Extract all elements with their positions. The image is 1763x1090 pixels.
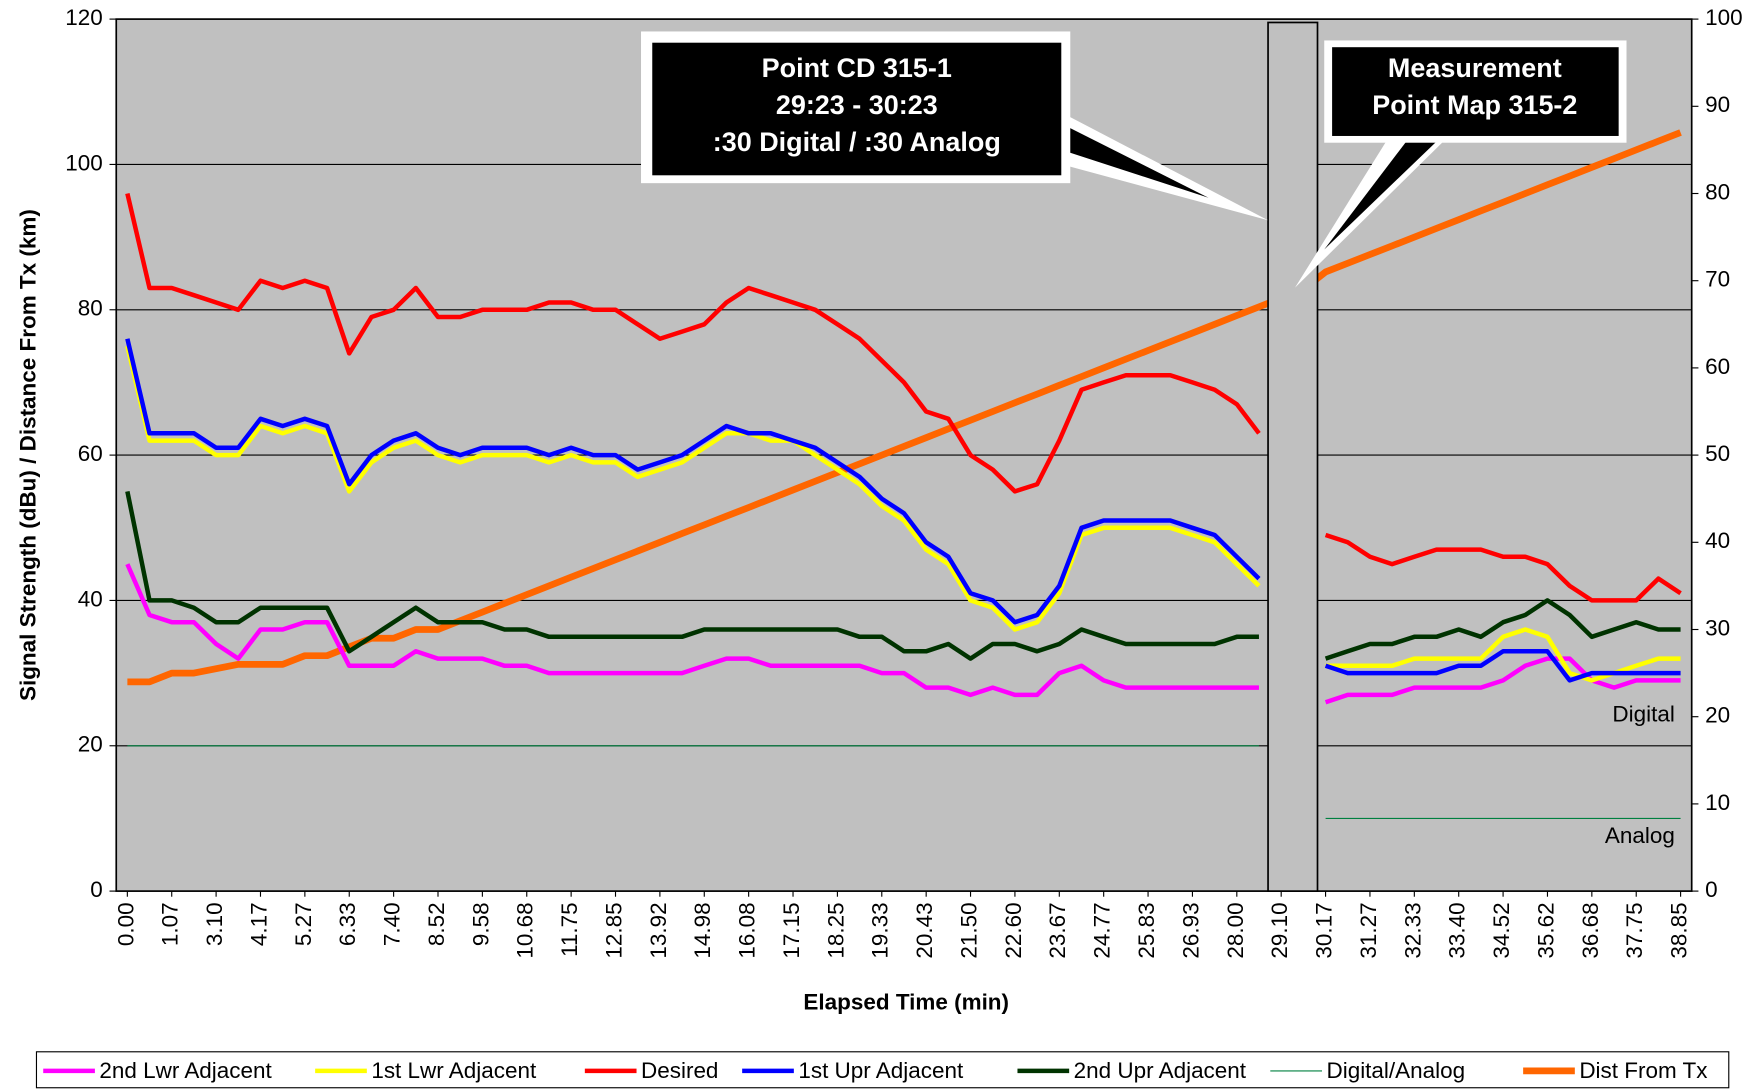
legend-label: Digital/Analog <box>1326 1058 1465 1083</box>
x-tick-label: 29.10 <box>1267 902 1292 958</box>
level-label: Digital <box>1612 702 1674 727</box>
series-line <box>127 745 1681 819</box>
series-line <box>125 490 1681 661</box>
y2-tick-label: 0 <box>1705 877 1718 902</box>
legend-label: 2nd Upr Adjacent <box>1074 1058 1247 1083</box>
y2-tick-label: 20 <box>1705 703 1730 728</box>
legend-label: 2nd Lwr Adjacent <box>99 1058 272 1083</box>
legend-label: 1st Lwr Adjacent <box>371 1058 537 1083</box>
x-tick-label: 28.00 <box>1223 902 1248 958</box>
x-tick-label: 32.33 <box>1400 902 1425 958</box>
callout-text: Point Map 315-2 <box>1372 90 1577 120</box>
y-tick-label: 0 <box>90 877 103 902</box>
callout-box <box>1332 47 1619 136</box>
callout-right: Measurement Point Map 315-2 <box>1295 40 1627 288</box>
x-tick-label: 21.50 <box>956 902 981 958</box>
x-tick-label: 12.85 <box>601 902 626 958</box>
x-tick-label: 33.40 <box>1445 902 1470 958</box>
callout-box <box>652 42 1062 176</box>
grid <box>109 18 1699 897</box>
y2-tick-label: 60 <box>1705 354 1730 379</box>
x-tick-label: 22.60 <box>1001 902 1026 958</box>
x-tick-label: 7.40 <box>380 902 405 946</box>
callout-text: Measurement <box>1388 53 1562 83</box>
x-axis-title: Elapsed Time (min) <box>803 989 1009 1014</box>
legend-label: Dist From Tx <box>1579 1058 1707 1083</box>
y-tick-label: 80 <box>78 296 103 321</box>
y2-tick-label: 100 <box>1705 5 1743 30</box>
x-tick-label: 13.92 <box>646 902 671 958</box>
y2-tick-label: 50 <box>1705 441 1730 466</box>
x-tick-label: 10.68 <box>513 902 538 958</box>
x-tick-label: 23.67 <box>1045 902 1070 958</box>
y2-tick-label: 70 <box>1705 267 1730 292</box>
x-tick-label: 8.52 <box>424 902 449 946</box>
x-tick-label: 0.00 <box>113 902 138 946</box>
y-tick-label: 20 <box>78 732 103 757</box>
x-tick-label: 36.68 <box>1578 902 1603 958</box>
x-tick-label: 6.33 <box>335 902 360 946</box>
x-tick-label: 38.85 <box>1667 902 1692 958</box>
legend-label: 1st Upr Adjacent <box>798 1058 964 1083</box>
series-layer <box>125 129 1682 819</box>
x-tick-label: 14.98 <box>690 902 715 958</box>
x-tick-label: 30.17 <box>1312 902 1337 958</box>
x-tick-label: 31.27 <box>1356 902 1381 958</box>
y-axis-title: Signal Strength (dBu) / Distance From Tx… <box>16 209 41 701</box>
x-tick-label: 37.75 <box>1622 902 1647 958</box>
x-tick-label: 25.83 <box>1134 902 1159 958</box>
x-tick-label: 17.15 <box>779 902 804 958</box>
x-tick-label: 16.08 <box>735 902 760 958</box>
x-tick-label: 3.10 <box>202 902 227 946</box>
measurement-band <box>1267 21 1319 892</box>
legend-label: Desired <box>641 1058 718 1083</box>
x-tick-label: 9.58 <box>468 902 493 946</box>
series-line <box>125 338 1681 683</box>
level-label: Analog <box>1605 823 1675 848</box>
x-tick-label: 20.43 <box>912 902 937 958</box>
y-tick-label: 120 <box>65 5 103 30</box>
x-tick-label: 34.52 <box>1489 902 1514 958</box>
legend-items: 2nd Lwr Adjacent 1st Lwr Adjacent Desired 1… <box>43 1058 1707 1083</box>
callout-text: :30 Digital / :30 Analog <box>713 127 1001 157</box>
x-tick-label: 35.62 <box>1533 902 1558 958</box>
series-line <box>125 345 1681 683</box>
x-tick-label: 26.93 <box>1178 902 1203 958</box>
x-tick-label: 24.77 <box>1090 902 1115 958</box>
x-tick-label: 4.17 <box>246 902 271 946</box>
x-tick-label: 11.75 <box>557 902 582 957</box>
y2-tick-label: 10 <box>1705 790 1730 815</box>
x-tick-label: 18.25 <box>823 902 848 958</box>
callout-text: 29:23 - 30:23 <box>776 90 938 120</box>
x-tick-label: 5.27 <box>291 902 316 946</box>
callout-pointer <box>1295 132 1453 288</box>
y-tick-label: 40 <box>78 586 103 611</box>
callout-left: Point CD 315-1 29:23 - 30:23 :30 Digital… <box>641 31 1269 221</box>
y2-tick-label: 80 <box>1705 179 1730 204</box>
x-tick-label: 19.33 <box>868 902 893 958</box>
y2-tick-label: 40 <box>1705 528 1730 553</box>
series-line <box>125 563 1681 705</box>
callout-text: Point CD 315-1 <box>762 53 952 83</box>
y2-tick-label: 30 <box>1705 615 1730 640</box>
series-line <box>127 129 1682 686</box>
series-line <box>125 192 1682 603</box>
x-tick-label: 1.07 <box>158 902 183 946</box>
y2-tick-label: 90 <box>1705 92 1730 117</box>
y-tick-label: 60 <box>78 441 103 466</box>
y-tick-label: 100 <box>65 150 103 175</box>
